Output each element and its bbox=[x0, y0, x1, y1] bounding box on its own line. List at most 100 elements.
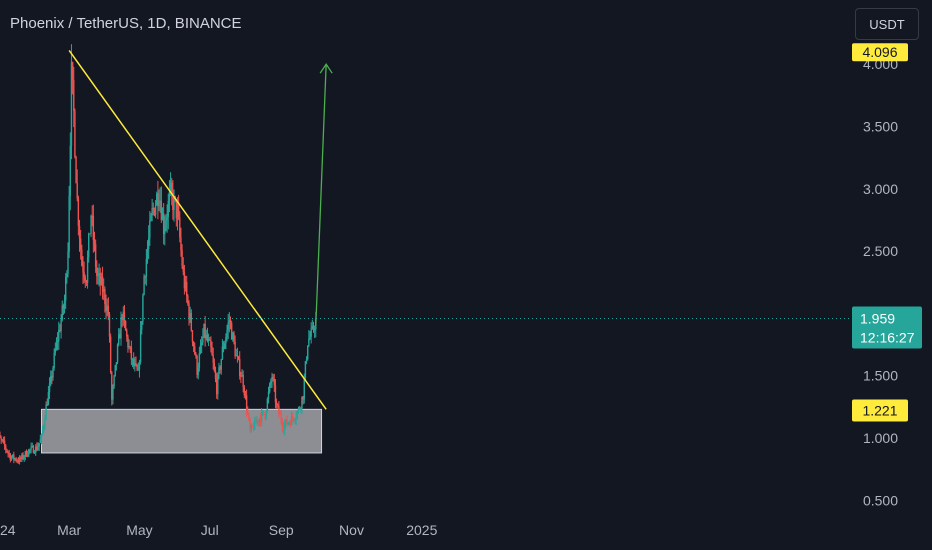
candle-body bbox=[31, 446, 33, 448]
candle bbox=[214, 366, 217, 383]
candle-body bbox=[103, 288, 105, 292]
candle bbox=[305, 356, 308, 365]
candle-body bbox=[136, 365, 138, 371]
projection-arrow[interactable] bbox=[315, 64, 327, 326]
candle-body bbox=[302, 396, 304, 400]
candle bbox=[105, 294, 107, 320]
candle-body bbox=[5, 445, 7, 450]
candle bbox=[255, 416, 257, 424]
candle-body bbox=[144, 276, 146, 278]
candle-body bbox=[240, 375, 242, 377]
candle-body bbox=[138, 362, 141, 370]
candle-body bbox=[262, 411, 264, 413]
candle-body bbox=[287, 422, 289, 425]
candle-body bbox=[157, 193, 159, 207]
candle bbox=[247, 406, 249, 415]
candle-body bbox=[6, 449, 8, 452]
candle-body bbox=[301, 396, 303, 409]
candle bbox=[295, 411, 297, 426]
candle-body bbox=[53, 352, 55, 368]
candle-body bbox=[252, 426, 255, 430]
candle-body bbox=[97, 275, 99, 277]
candle-body bbox=[206, 334, 209, 341]
candle bbox=[192, 341, 195, 353]
candle bbox=[198, 346, 201, 372]
candle bbox=[190, 309, 193, 332]
candle bbox=[222, 341, 225, 353]
candle-body bbox=[99, 273, 101, 285]
candle bbox=[205, 329, 207, 341]
candle-body bbox=[169, 182, 172, 192]
candle-body bbox=[259, 418, 262, 423]
candle-body bbox=[224, 343, 226, 349]
candle bbox=[196, 354, 198, 379]
candle-body bbox=[58, 329, 60, 342]
candle-body bbox=[43, 425, 45, 430]
candle-body bbox=[111, 372, 113, 400]
candle-body bbox=[147, 237, 150, 250]
candle bbox=[137, 362, 139, 371]
candle-body bbox=[71, 62, 74, 80]
candle bbox=[7, 450, 9, 458]
descending-trendline[interactable] bbox=[68, 50, 327, 410]
candle bbox=[301, 396, 303, 415]
candle bbox=[227, 314, 229, 340]
candle bbox=[252, 422, 255, 432]
candle bbox=[297, 406, 300, 415]
symbol-title[interactable]: Phoenix / TetherUS, 1D, BINANCE bbox=[10, 15, 242, 32]
candle bbox=[109, 333, 112, 374]
candle-body bbox=[77, 198, 80, 226]
y-tick-label: 2.500 bbox=[863, 243, 898, 259]
candle-body bbox=[38, 443, 40, 447]
currency-button[interactable]: USDT bbox=[855, 8, 919, 40]
candle bbox=[89, 233, 91, 235]
candle-body bbox=[218, 367, 220, 375]
x-tick-label: 2024 bbox=[0, 522, 16, 538]
candle-body bbox=[137, 369, 139, 371]
candle-body bbox=[30, 446, 32, 450]
candle bbox=[47, 386, 50, 406]
candle bbox=[191, 330, 194, 347]
x-tick-label: Sep bbox=[269, 522, 294, 538]
candle bbox=[132, 352, 135, 370]
candle bbox=[78, 219, 81, 252]
candle-body bbox=[267, 391, 270, 399]
candle-body bbox=[200, 342, 203, 346]
candle-body bbox=[54, 348, 57, 353]
candle bbox=[282, 421, 285, 435]
candle-body bbox=[236, 355, 239, 357]
candle bbox=[259, 413, 262, 427]
candle-body bbox=[7, 451, 9, 454]
candle-body bbox=[0, 437, 2, 440]
candle bbox=[181, 244, 183, 270]
candle bbox=[244, 390, 247, 400]
candle bbox=[88, 232, 90, 263]
candle-body bbox=[184, 281, 187, 289]
candle-body bbox=[245, 395, 248, 411]
candle bbox=[112, 384, 114, 405]
support-zone[interactable] bbox=[40, 408, 323, 454]
candle bbox=[2, 436, 5, 444]
candle bbox=[152, 202, 154, 216]
candle bbox=[139, 321, 142, 365]
candle bbox=[197, 362, 199, 380]
candle-body bbox=[70, 62, 73, 146]
candle bbox=[70, 44, 73, 160]
candle bbox=[77, 195, 80, 236]
candle-body bbox=[114, 364, 116, 376]
candle-body bbox=[8, 453, 10, 455]
candle bbox=[225, 333, 227, 350]
candle-body bbox=[213, 362, 216, 371]
candle bbox=[11, 454, 14, 459]
candle bbox=[141, 320, 143, 335]
candle-body bbox=[119, 334, 121, 339]
candle bbox=[33, 449, 36, 455]
candle-body bbox=[13, 454, 15, 460]
candle-body bbox=[181, 250, 183, 267]
candle bbox=[156, 191, 158, 206]
candle-body bbox=[192, 341, 195, 347]
candle-body bbox=[204, 323, 206, 339]
candle-body bbox=[11, 454, 14, 458]
candle bbox=[41, 425, 44, 436]
